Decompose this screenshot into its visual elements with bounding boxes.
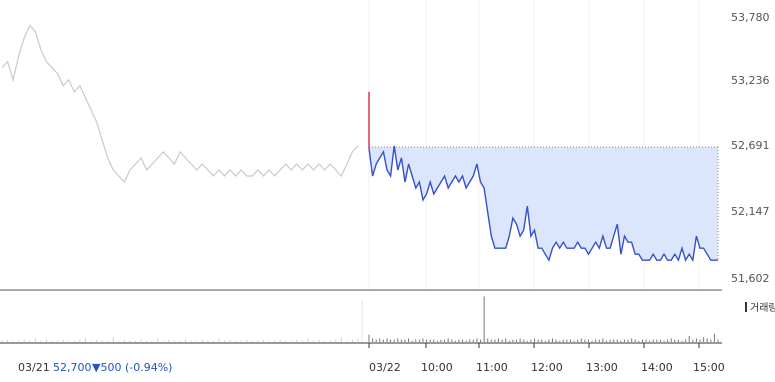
- y-tick-label: 52,691: [731, 139, 770, 152]
- x-tick-label: 03/22: [369, 361, 401, 374]
- y-tick-label: 51,602: [731, 272, 770, 285]
- status-price: 52,700: [53, 361, 92, 374]
- series-lines: [1, 24, 719, 263]
- x-tick-label: 10:00: [421, 361, 453, 374]
- status-readout: 52,700 ▼500 (-0.94%): [53, 361, 172, 374]
- area-layer: [369, 145, 718, 261]
- y-tick-label: 52,147: [731, 205, 770, 218]
- y-tick-label: 53,780: [731, 11, 770, 24]
- volume-legend-swatch: [745, 302, 747, 312]
- x-tick-label: 13:00: [586, 361, 618, 374]
- x-tick-label: 14:00: [641, 361, 673, 374]
- x-tick-label: 11:00: [476, 361, 508, 374]
- x-tick-label: 03/21: [18, 361, 50, 374]
- today-price-line: [368, 145, 718, 263]
- prev-day-line: [1, 24, 359, 184]
- grid: [368, 0, 700, 290]
- y-tick-label: 53,236: [731, 74, 770, 87]
- below-reference-area: [369, 145, 718, 261]
- volume-legend-label: 거래량: [750, 302, 775, 314]
- x-tick-label: 15:00: [693, 361, 725, 374]
- y-axis: 53,780 53,236 52,691 52,147 51,602: [731, 11, 770, 285]
- volume-legend: 거래량: [745, 302, 775, 314]
- status-change: ▼500 (-0.94%): [92, 361, 172, 374]
- x-axis: 03/21 03/22 10:00 11:00 12:00 13:00 14:0…: [18, 343, 725, 374]
- x-tick-label: 12:00: [531, 361, 563, 374]
- volume-bars: [1, 296, 719, 343]
